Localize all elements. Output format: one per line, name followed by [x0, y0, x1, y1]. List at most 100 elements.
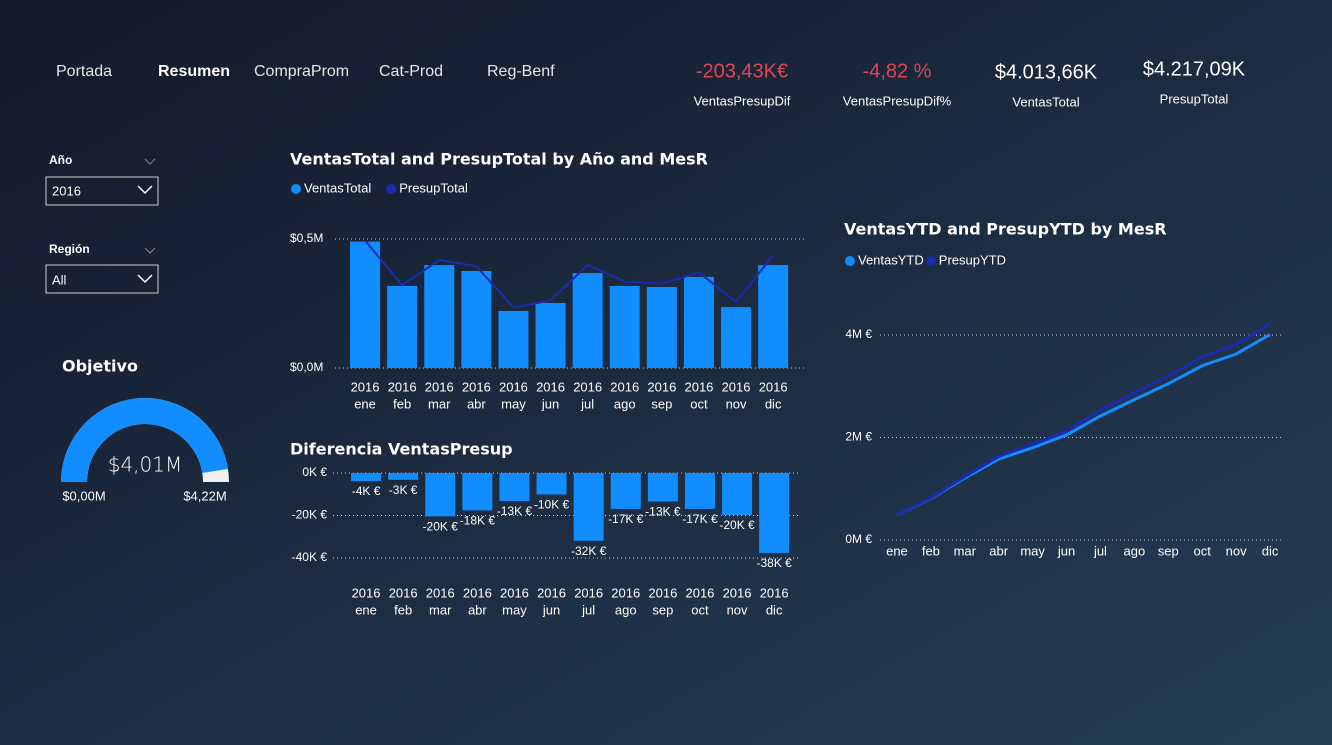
x-tick-label: 2016 [389, 585, 418, 600]
gauge-value-label: $4,01M [108, 453, 183, 477]
x-tick-label: 2016 [610, 379, 639, 394]
clear-icon[interactable] [144, 158, 156, 165]
data-label: -13K € [645, 505, 681, 519]
x-tick-label: 2016 [425, 379, 454, 394]
x-tick-label: dic [766, 602, 783, 617]
gauge-value [61, 397, 228, 482]
x-tick-label: 2016 [351, 379, 380, 394]
x-tick-label: may [1020, 543, 1045, 558]
y-tick-label: 0K € [302, 465, 327, 479]
x-tick-label: 2016 [352, 585, 381, 600]
legend-label: PresupTotal [399, 180, 468, 195]
x-tick-label: jul [581, 602, 595, 617]
dropdown[interactable] [45, 264, 159, 294]
gauge-max-label: $4,22M [183, 488, 226, 503]
x-tick-label: ene [886, 543, 908, 558]
x-tick-label: jun [541, 396, 559, 411]
x-tick-label: ago [615, 602, 637, 617]
x-tick-label: 2016 [388, 379, 417, 394]
nav-bar: Portada Resumen CompraProm Cat-Prod Reg-… [56, 63, 555, 80]
x-tick-label: ene [355, 602, 377, 617]
y-tick-label: $0,5M [290, 231, 323, 245]
slicer-label: Región [49, 242, 90, 256]
slicer: Año 2016 [45, 153, 159, 206]
slicer-label: Año [49, 153, 72, 167]
x-tick-label: mar [428, 396, 451, 411]
chart-title: VentasYTD and PresupYTD by MesR [844, 220, 1167, 239]
nav-item[interactable]: Cat-Prod [379, 63, 443, 80]
data-label: -38K € [756, 556, 792, 570]
bar [721, 307, 752, 368]
x-tick-label: jul [1093, 543, 1107, 558]
x-tick-label: 2016 [426, 585, 455, 600]
nav-item[interactable]: Reg-Benf [487, 63, 555, 80]
x-tick-label: 2016 [500, 585, 529, 600]
legend-label: VentasYTD [858, 252, 924, 267]
bar [684, 473, 715, 509]
chevron [137, 274, 153, 284]
x-tick-label: feb [393, 396, 411, 411]
kpi-cards: -203,43K€ VentasPresupDif -4,82 % VentasPre… [694, 58, 1246, 109]
x-tick-label: feb [922, 543, 940, 558]
x-tick-label: 2016 [463, 585, 492, 600]
bar [609, 285, 640, 368]
x-tick-label: abr [467, 396, 486, 411]
x-tick-label: 2016 [760, 585, 789, 600]
x-tick-label: feb [394, 602, 412, 617]
x-tick-label: ago [1124, 543, 1146, 558]
legend-swatch [291, 184, 301, 194]
clear-icon[interactable] [144, 247, 156, 254]
bar [535, 302, 566, 368]
line [896, 322, 1271, 517]
nav-item[interactable]: Portada [56, 63, 112, 80]
bar [536, 473, 567, 495]
bar [722, 473, 753, 516]
x-tick-label: sep [1158, 543, 1179, 558]
y-tick-label: 4M € [845, 327, 872, 341]
legend-swatch [386, 184, 397, 194]
y-tick-label: $0,0M [290, 360, 323, 374]
chevron [137, 185, 153, 195]
x-tick-label: 2016 [611, 585, 640, 600]
x-tick-label: dic [1262, 543, 1279, 558]
y-tick-label: 0M € [845, 532, 872, 546]
data-label: -20K € [423, 520, 459, 534]
kpi-label: VentasPresupDif% [843, 93, 952, 108]
x-tick-label: 2016 [536, 379, 565, 394]
x-tick-label: abr [468, 602, 487, 617]
slicer-value: 2016 [52, 183, 81, 198]
data-label: -17K € [682, 512, 718, 526]
x-tick-label: oct [690, 396, 708, 411]
kpi-label: VentasTotal [1012, 94, 1079, 109]
x-tick-label: 2016 [759, 379, 788, 394]
x-tick-label: abr [989, 543, 1008, 558]
x-tick-label: may [502, 602, 527, 617]
x-tick-label: 2016 [462, 379, 491, 394]
kpi-value: -4,82 % [863, 60, 932, 82]
x-tick-label: 2016 [684, 379, 713, 394]
data-label: -4K € [352, 484, 381, 498]
legend-label: PresupYTD [939, 252, 1006, 267]
x-tick-label: nov [1226, 543, 1247, 558]
bar [758, 265, 789, 368]
dropdown[interactable] [45, 176, 159, 206]
bar [388, 473, 419, 480]
data-label: -13K € [497, 504, 533, 518]
kpi-label: VentasPresupDif [694, 93, 791, 108]
nav-item[interactable]: CompraProm [254, 63, 349, 80]
x-tick-label: 2016 [648, 585, 677, 600]
x-tick-label: ene [354, 396, 376, 411]
data-label: -10K € [534, 498, 570, 512]
x-tick-label: nov [727, 602, 748, 617]
bar [759, 473, 790, 553]
x-tick-label: 2016 [685, 585, 714, 600]
nav-item[interactable]: Resumen [158, 63, 230, 80]
kpi-value: -203,43K€ [696, 60, 788, 82]
x-tick-label: may [501, 396, 526, 411]
data-label: -17K € [608, 512, 644, 526]
chart-title: Diferencia VentasPresup [290, 440, 513, 459]
data-label: -18K € [460, 514, 496, 528]
x-tick-label: 2016 [723, 585, 752, 600]
